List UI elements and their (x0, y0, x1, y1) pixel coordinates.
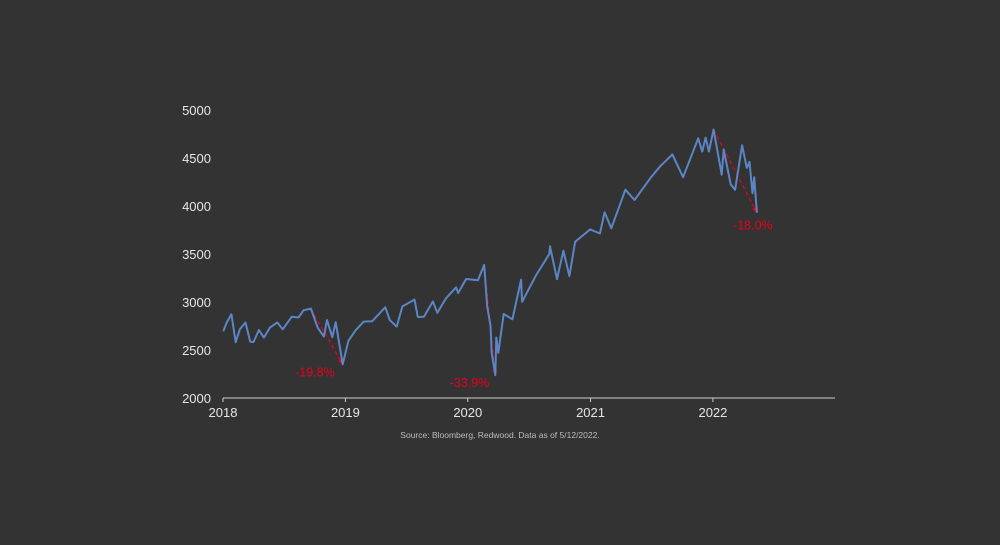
x-tick-label: 2022 (698, 405, 727, 420)
drawdown-annotations: -19.8% -33.9% -18.0% (295, 129, 773, 390)
drawdown-label: -33.9% (450, 376, 490, 390)
x-tick-label: 2019 (331, 405, 360, 420)
source-note: Source: Bloomberg, Redwood. Data as of 5… (400, 430, 600, 440)
series-line (222, 128, 758, 377)
drawdown-label: -18.0% (733, 219, 773, 233)
y-tick-label: 5000 (182, 103, 211, 118)
x-axis-ticks: 2018 2019 2020 2021 2022 (209, 398, 727, 420)
drawdown-line (713, 129, 758, 214)
y-tick-label: 2000 (182, 391, 211, 406)
drawdown-line (483, 264, 496, 376)
x-tick-label: 2018 (209, 405, 238, 420)
y-tick-label: 2500 (182, 343, 211, 358)
y-tick-label: 4500 (182, 151, 211, 166)
x-tick-label: 2020 (453, 405, 482, 420)
drawdown-line (310, 308, 344, 365)
x-tick-label: 2021 (576, 405, 605, 420)
y-tick-label: 3500 (182, 247, 211, 262)
y-tick-label: 4000 (182, 199, 211, 214)
y-tick-label: 3000 (182, 295, 211, 310)
drawdown-label: -19.8% (295, 365, 335, 379)
y-axis-ticks: 2000 2500 3000 3500 4000 4500 5000 (182, 103, 211, 406)
